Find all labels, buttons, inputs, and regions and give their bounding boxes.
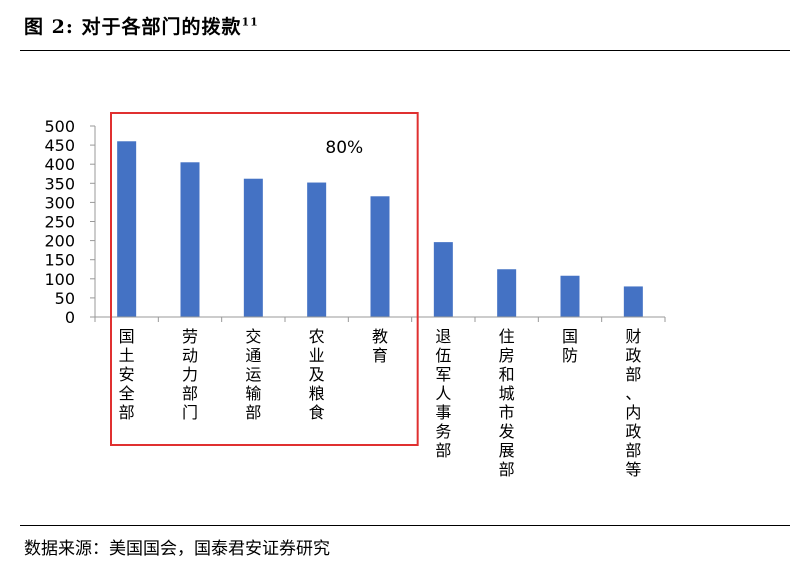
y-tick-label: 300 — [44, 193, 75, 212]
y-tick-label: 0 — [65, 308, 75, 327]
y-tick-label: 250 — [44, 213, 75, 232]
bar — [117, 141, 137, 317]
bar — [497, 269, 517, 317]
category-label: 住房和城市发展部 — [499, 327, 515, 479]
category-label: 退伍军人事务部 — [435, 327, 451, 460]
y-tick-label: 50 — [55, 289, 75, 308]
category-label: 国土安全部 — [119, 327, 135, 422]
bar — [560, 275, 580, 317]
bar — [370, 196, 390, 317]
category-label: 劳动力部门 — [182, 327, 198, 422]
y-tick-label: 150 — [44, 251, 75, 270]
y-tick-label: 400 — [44, 155, 75, 174]
figure-title-footnote: 11 — [241, 15, 259, 29]
category-label: 国防 — [562, 327, 578, 365]
bottom-rule — [20, 525, 790, 526]
bar — [180, 162, 200, 317]
y-tick-label: 350 — [44, 174, 75, 193]
category-labels: 国土安全部 劳动力部门 交通运输部 农业及粮食 教育 退伍军人事务部 住房和城市发展部 国防 财… — [119, 327, 642, 479]
highlight-label: 80% — [325, 138, 363, 158]
y-tick-label: 500 — [44, 117, 75, 136]
highlight-box: 80% — [110, 112, 419, 446]
axes — [94, 126, 666, 322]
category-label: 教育 — [372, 327, 388, 365]
highlight-rect — [110, 112, 419, 446]
y-tick-label: 450 — [44, 136, 75, 155]
category-label: 财政部、内政部等 — [625, 327, 641, 479]
bar — [307, 182, 327, 317]
top-rule — [20, 50, 790, 51]
source-note: 数据来源：美国国会，国泰君安证券研究 — [24, 539, 330, 559]
category-label: 农业及粮食 — [309, 327, 325, 422]
y-tick-label: 100 — [44, 270, 75, 289]
bars — [117, 141, 643, 317]
figure-title-text: 图 2: 对于各部门的拨款 — [24, 16, 242, 38]
figure-title: 图 2: 对于各部门的拨款11 — [24, 12, 259, 39]
category-label: 交通运输部 — [245, 327, 261, 422]
bar — [623, 286, 643, 317]
bar — [243, 178, 263, 317]
bar — [433, 242, 453, 317]
y-tick-label: 200 — [44, 232, 75, 251]
